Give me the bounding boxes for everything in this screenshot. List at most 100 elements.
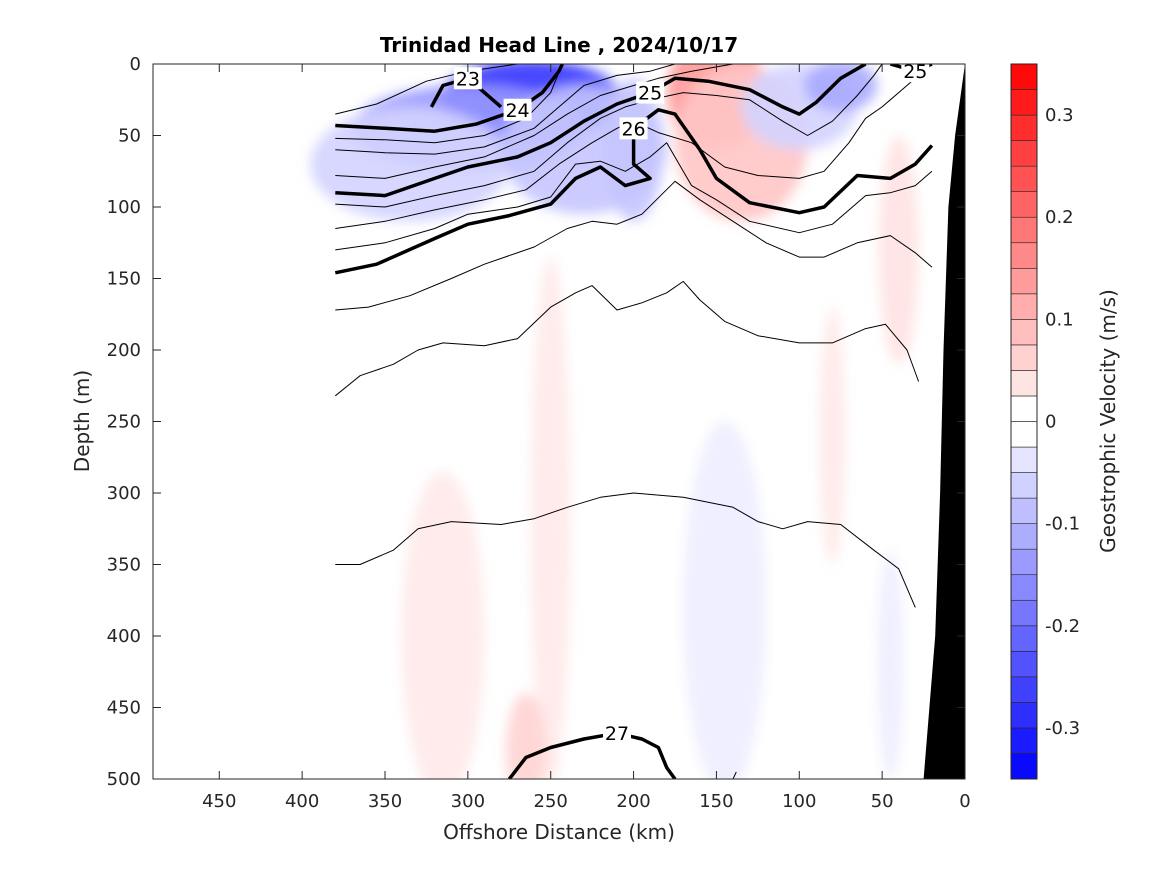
y-tick-label: 150 xyxy=(107,269,141,290)
density-contour-thin-12 xyxy=(335,142,933,251)
density-contour-thin-7 xyxy=(335,64,563,144)
colorbar-level xyxy=(1010,140,1038,167)
colorbar-level xyxy=(1010,702,1038,729)
colorbar-level xyxy=(1010,63,1038,90)
x-tick-label: 150 xyxy=(699,791,733,812)
colorbar-level xyxy=(1010,651,1038,678)
colorbar-level xyxy=(1010,548,1038,576)
colorbar: 0.3 0.2 0.1 0 -0.1 -0.2 -0.3 xyxy=(1010,63,1080,780)
colorbar-level xyxy=(1010,293,1038,320)
colorbar-level xyxy=(1010,319,1038,346)
density-contour-thin-10 xyxy=(335,64,883,208)
y-tick-label: 100 xyxy=(107,197,141,218)
colorbar-level xyxy=(1010,497,1038,524)
velocity-patch-11 xyxy=(401,471,485,779)
y-tick-label: 50 xyxy=(118,126,141,147)
colorbar-tick-label: -0.2 xyxy=(1045,616,1080,637)
colorbar-level xyxy=(1010,370,1038,397)
y-tick-label: 400 xyxy=(107,626,141,647)
density-contour-thin-15 xyxy=(335,492,916,608)
colorbar-level xyxy=(1010,727,1038,754)
colorbar-tick-label: 0.1 xyxy=(1045,309,1074,330)
colorbar-level xyxy=(1010,395,1038,422)
velocity-patch-8 xyxy=(804,64,878,112)
contour-label-26: 26 xyxy=(621,118,645,140)
contour-label-bg xyxy=(603,722,631,745)
density-contour-thin-6 xyxy=(335,64,518,115)
y-tick-label: 250 xyxy=(107,412,141,433)
y-tick-label: 0 xyxy=(130,54,141,75)
velocity-patch-12 xyxy=(683,421,767,779)
density-contour-24 xyxy=(335,64,564,133)
density-contour-thin-9 xyxy=(335,64,734,179)
velocity-patch-15 xyxy=(877,550,904,779)
colorbar-level xyxy=(1010,446,1038,473)
contour-label-bg xyxy=(503,98,532,121)
colorbar-level xyxy=(1010,267,1038,295)
x-tick-label: 50 xyxy=(871,791,894,812)
density-contour-thin-13 xyxy=(335,180,933,311)
colorbar-tick-label: 0 xyxy=(1045,412,1056,433)
colorbar-level xyxy=(1010,165,1038,192)
colorbar-level xyxy=(1010,472,1038,499)
x-tick-label: 250 xyxy=(534,791,568,812)
colorbar-level xyxy=(1010,191,1038,218)
colorbar-level xyxy=(1010,599,1038,627)
x-tick-label: 350 xyxy=(368,791,402,812)
y-tick-label: 200 xyxy=(107,340,141,361)
density-contour-labels: 23 24 25 25 26 27 xyxy=(453,61,930,745)
colorbar-level xyxy=(1010,625,1038,652)
x-axis-label: Offshore Distance (km) xyxy=(443,820,675,844)
colorbar-level xyxy=(1010,89,1038,116)
plot-area: 23 24 25 25 26 27 xyxy=(153,61,965,779)
x-tick-label: 450 xyxy=(202,791,236,812)
density-contour-thin-8 xyxy=(335,64,676,155)
contour-label-25: 25 xyxy=(638,83,662,105)
colorbar-tick-label: 0.2 xyxy=(1045,207,1074,228)
x-tick-label: 0 xyxy=(959,791,970,812)
y-tick-label: 350 xyxy=(107,555,141,576)
x-tick-label: 300 xyxy=(451,791,485,812)
colorbar-label: Geostrophic Velocity (m/s) xyxy=(1096,289,1120,553)
colorbar-level xyxy=(1010,753,1038,780)
colorbar-tick-label: 0.3 xyxy=(1045,105,1074,126)
x-axis: 450 400 350 300 250 200 150 100 50 0 xyxy=(202,64,971,812)
seafloor-bathymetry xyxy=(923,64,965,779)
colorbar-level xyxy=(1010,574,1038,601)
velocity-patch-9 xyxy=(878,135,919,365)
contour-label-bg xyxy=(619,117,648,140)
contour-label-27: 27 xyxy=(605,723,629,745)
contour-label-25: 25 xyxy=(903,61,927,83)
colorbar-tick-label: -0.3 xyxy=(1045,718,1080,739)
colorbar-level xyxy=(1010,344,1038,371)
x-tick-label: 200 xyxy=(616,791,650,812)
colorbar-level xyxy=(1010,523,1038,550)
colorbar-tick-label: -0.1 xyxy=(1045,514,1080,535)
colorbar-level xyxy=(1010,421,1038,448)
x-tick-label: 100 xyxy=(782,791,816,812)
contour-label-23: 23 xyxy=(456,68,480,90)
contour-label-bg xyxy=(901,64,930,83)
chart-title: Trinidad Head Line , 2024/10/17 xyxy=(380,33,738,57)
contour-label-24: 24 xyxy=(505,100,529,122)
x-tick-label: 400 xyxy=(285,791,319,812)
y-tick-label: 450 xyxy=(107,698,141,719)
colorbar-level xyxy=(1010,114,1038,141)
density-contour-thin-11 xyxy=(335,77,916,229)
colorbar-level xyxy=(1010,242,1038,269)
y-axis-label: Depth (m) xyxy=(70,370,94,472)
contour-label-bg xyxy=(453,67,482,90)
y-tick-label: 500 xyxy=(107,769,141,790)
colorbar-frame xyxy=(1010,63,1038,780)
density-contour-thin-16 xyxy=(732,771,737,779)
colorbar-level xyxy=(1010,216,1038,244)
density-contour-thin-14 xyxy=(334,280,920,397)
y-axis: 0 50 100 150 200 250 300 350 400 450 500 xyxy=(107,54,965,790)
velocity-patch-14 xyxy=(819,307,846,565)
velocity-patch-10 xyxy=(530,257,571,779)
velocity-patch-13 xyxy=(505,693,546,779)
y-tick-label: 300 xyxy=(107,483,141,504)
contour-label-bg xyxy=(636,81,665,104)
colorbar-level xyxy=(1010,676,1038,703)
